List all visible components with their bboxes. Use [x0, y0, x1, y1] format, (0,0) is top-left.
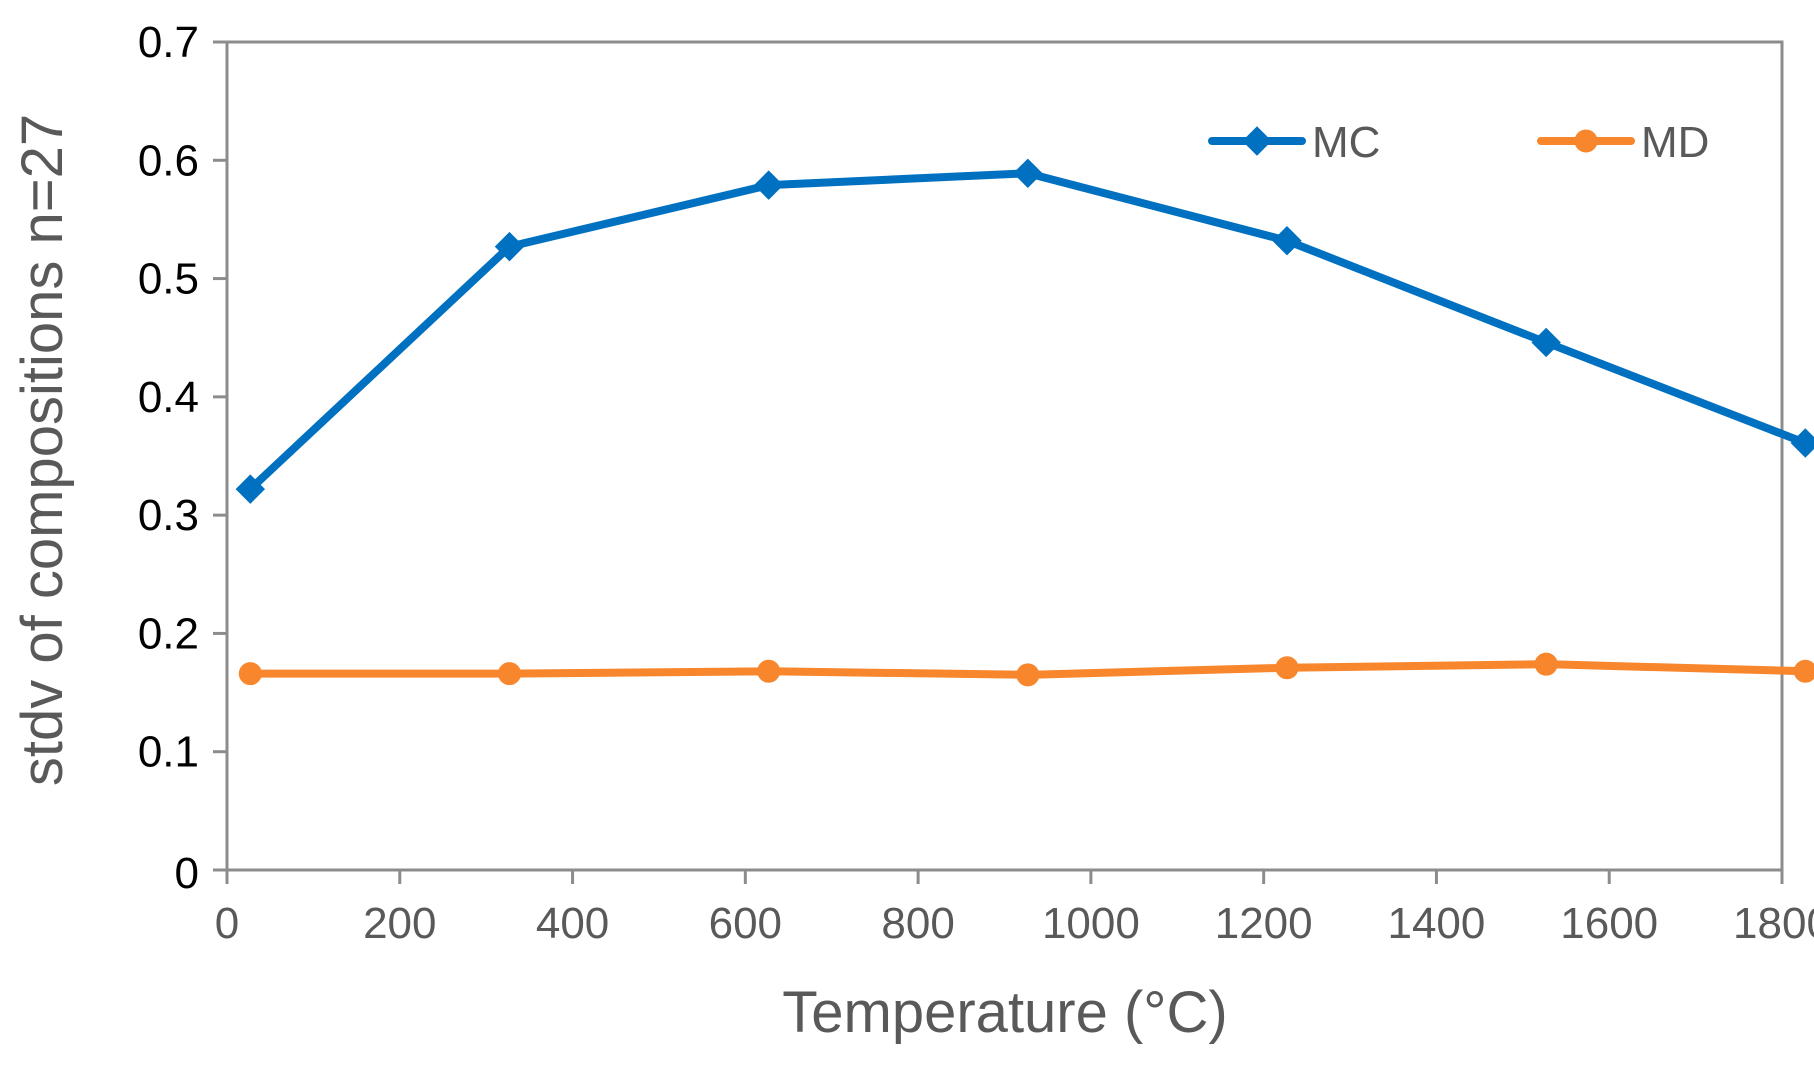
y-tick-label: 0.3 — [138, 491, 199, 540]
axes-layer: 0 0.1 0.2 0.3 0.4 0.5 0.6 0.7 0 200 400 600 800 1000 1… — [138, 18, 1814, 948]
x-tick-label: 1600 — [1560, 899, 1658, 948]
y-tick-label: 0.5 — [138, 255, 199, 304]
x-tick-label: 1200 — [1215, 899, 1313, 948]
legend-item-md: MD — [1537, 118, 1709, 167]
plot-frame-layer — [225, 40, 1784, 872]
series-mc-point — [1790, 428, 1814, 458]
series-mc-point — [753, 170, 784, 200]
legend-item-mc: MC — [1208, 118, 1380, 167]
series-mc-point — [1272, 226, 1302, 256]
y-tick-label: 0.7 — [138, 18, 199, 67]
y-tick-label: 0.1 — [138, 728, 199, 777]
legend-mc-label: MC — [1312, 118, 1380, 167]
x-tick-label: 0 — [215, 899, 239, 948]
x-tick-label: 600 — [709, 899, 782, 948]
series-mc — [235, 158, 1814, 504]
series-md-point — [757, 659, 781, 683]
x-tick-label: 1000 — [1042, 899, 1140, 948]
series-mc-point — [1013, 158, 1043, 189]
y-axis-title: stdv of compositions n=27 — [10, 114, 75, 786]
series-md — [238, 652, 1814, 687]
series-layer — [235, 158, 1814, 687]
legend-md-marker — [1574, 129, 1598, 153]
series-md-point — [1275, 656, 1299, 680]
x-axis-title: Temperature (°C) — [782, 980, 1227, 1045]
y-tick-label: 0.2 — [138, 609, 199, 658]
x-tick-label: 1400 — [1387, 899, 1485, 948]
series-mc-line — [246, 169, 1810, 494]
series-md-point — [238, 662, 262, 686]
y-tick-label: 0 — [175, 849, 199, 898]
legend-md-label: MD — [1641, 118, 1709, 167]
series-mc-point — [494, 231, 525, 262]
x-tick-label: 1800 — [1733, 899, 1814, 948]
series-md-point — [497, 662, 521, 686]
series-md-point — [1793, 659, 1814, 683]
legend: MC MD — [1208, 118, 1709, 167]
legend-mc-marker — [1242, 126, 1272, 156]
series-mc-point — [235, 474, 266, 504]
series-mc-point — [1531, 327, 1561, 358]
y-tick-label: 0.6 — [138, 136, 199, 185]
x-tick-label: 400 — [536, 899, 609, 948]
plot-area-border — [225, 40, 1784, 872]
x-tick-label: 200 — [363, 899, 436, 948]
x-tick-label: 800 — [881, 899, 954, 948]
series-md-point — [1016, 663, 1040, 687]
y-tick-label: 0.4 — [138, 373, 199, 422]
series-md-point — [1534, 652, 1558, 676]
